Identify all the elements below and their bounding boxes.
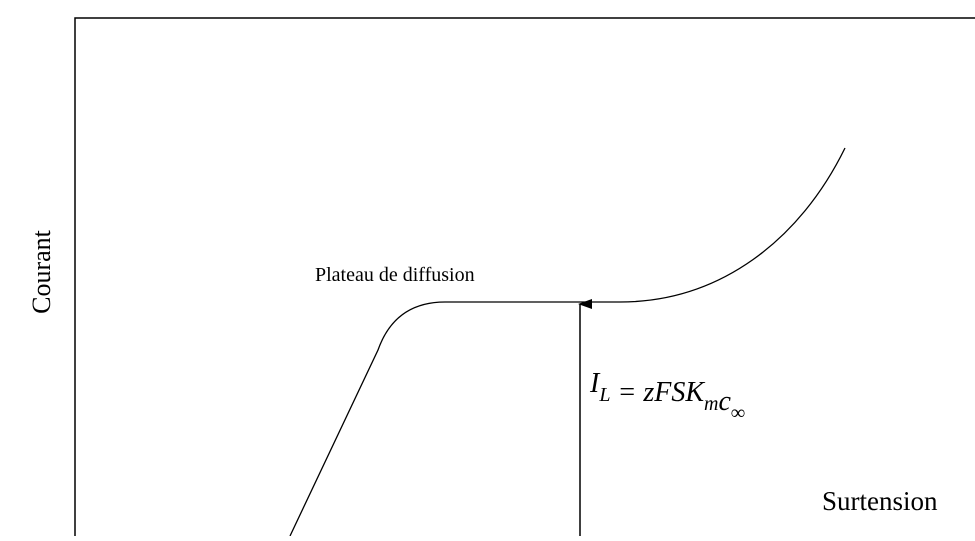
curve: [289, 147, 846, 537]
formula: IL = zFSKmc∞: [589, 368, 745, 424]
frame: [74, 17, 975, 536]
formula-part: I: [589, 368, 601, 399]
formula-subscript: L: [598, 384, 610, 406]
formula-part: c: [718, 386, 731, 417]
y-axis-label: Courant: [27, 229, 56, 314]
formula-part: = zFSK: [610, 377, 705, 408]
formula-subscript: m: [704, 393, 718, 415]
plateau-label: Plateau de diffusion: [315, 264, 475, 286]
formula-subscript: ∞: [731, 402, 745, 424]
x-axis-label: Surtension: [822, 486, 938, 516]
